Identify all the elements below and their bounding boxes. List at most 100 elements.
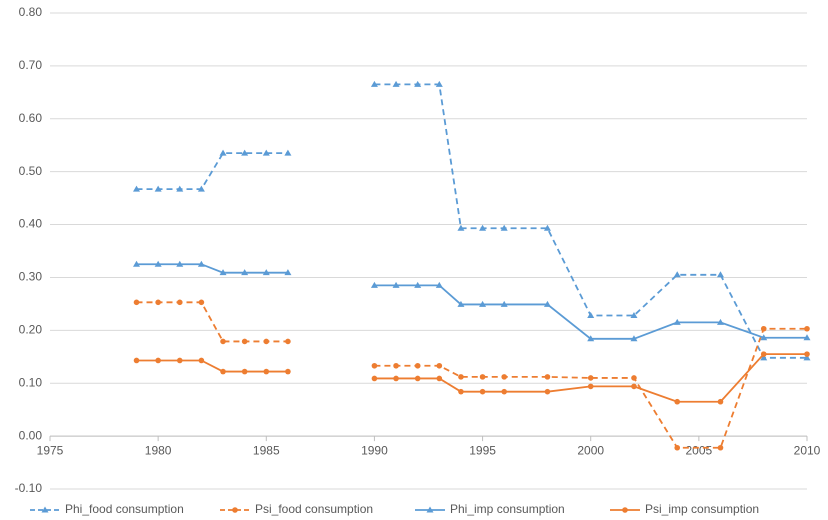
marker <box>457 224 465 231</box>
legend-marker <box>41 506 49 513</box>
marker <box>220 368 226 375</box>
marker <box>458 388 464 395</box>
marker <box>414 375 421 382</box>
marker <box>133 185 141 192</box>
marker <box>154 185 162 192</box>
marker <box>631 383 637 390</box>
marker <box>716 318 724 325</box>
marker <box>392 80 400 87</box>
marker <box>198 357 205 364</box>
marker <box>630 335 638 342</box>
marker <box>155 357 161 364</box>
marker <box>760 354 768 361</box>
x-tick-label: 2000 <box>577 443 604 457</box>
marker <box>263 368 270 375</box>
y-tick-label: 0.40 <box>19 217 43 231</box>
marker <box>241 338 248 345</box>
x-tick-label: 1975 <box>37 443 64 457</box>
legend-label: Phi_imp consumption <box>450 502 565 516</box>
marker <box>543 224 551 231</box>
marker <box>133 357 140 364</box>
x-tick-label: 1980 <box>145 443 172 457</box>
marker <box>133 299 140 306</box>
marker <box>262 269 270 276</box>
marker <box>716 271 724 278</box>
x-tick-label: 2005 <box>686 443 713 457</box>
marker <box>501 374 508 380</box>
marker <box>673 318 681 325</box>
marker <box>587 312 595 319</box>
x-tick-label: 2010 <box>794 443 821 457</box>
marker <box>479 374 486 380</box>
marker <box>285 338 291 345</box>
x-tick-label: 1990 <box>361 443 388 457</box>
y-tick-label: 0.80 <box>19 5 43 19</box>
marker <box>370 80 378 87</box>
x-tick-label: 1995 <box>469 443 496 457</box>
marker <box>436 362 443 369</box>
marker <box>371 375 378 382</box>
marker <box>457 300 465 307</box>
legend-marker <box>622 507 628 513</box>
marker <box>263 338 270 345</box>
series-line <box>136 263 807 340</box>
y-tick-label: 0.60 <box>19 111 43 125</box>
marker <box>414 80 422 87</box>
marker <box>803 334 811 341</box>
marker <box>674 398 681 405</box>
marker <box>197 185 205 192</box>
marker <box>435 281 443 288</box>
legend-label: Psi_imp consumption <box>645 502 759 516</box>
marker <box>587 335 595 342</box>
marker <box>198 299 205 306</box>
marker <box>262 149 270 156</box>
marker <box>501 388 508 395</box>
marker <box>370 281 378 288</box>
marker <box>804 351 810 357</box>
marker <box>760 334 768 341</box>
marker <box>285 368 291 375</box>
marker <box>500 300 508 307</box>
marker <box>544 374 551 380</box>
marker <box>717 398 724 405</box>
marker <box>630 312 638 319</box>
marker <box>241 269 249 276</box>
marker <box>284 149 292 156</box>
x-tick-label: 1985 <box>253 443 280 457</box>
marker <box>543 300 551 307</box>
marker <box>176 260 184 267</box>
legend-label: Phi_food consumption <box>65 502 184 516</box>
marker <box>479 388 486 395</box>
legend-label: Psi_food consumption <box>255 502 373 516</box>
marker <box>392 281 400 288</box>
marker <box>479 224 487 231</box>
marker <box>631 375 637 381</box>
y-tick-label: -0.10 <box>15 481 43 495</box>
marker <box>220 338 226 345</box>
marker <box>197 260 205 267</box>
marker <box>241 368 248 375</box>
marker <box>393 362 399 369</box>
marker <box>760 325 767 332</box>
marker <box>760 351 767 357</box>
marker <box>674 444 681 451</box>
y-tick-label: 0.50 <box>19 164 43 178</box>
series-line <box>136 353 807 403</box>
marker <box>435 80 443 87</box>
marker <box>436 375 443 382</box>
marker <box>544 388 551 395</box>
legend-marker <box>232 507 238 513</box>
marker <box>176 185 184 192</box>
y-tick-label: 0.70 <box>19 58 43 72</box>
marker <box>133 260 141 267</box>
marker <box>414 362 421 369</box>
y-tick-label: 0.30 <box>19 270 43 284</box>
marker <box>219 269 227 276</box>
y-tick-label: 0.00 <box>19 428 43 442</box>
marker <box>587 383 594 390</box>
marker <box>414 281 422 288</box>
series-line <box>136 301 807 449</box>
marker <box>284 269 292 276</box>
marker <box>479 300 487 307</box>
